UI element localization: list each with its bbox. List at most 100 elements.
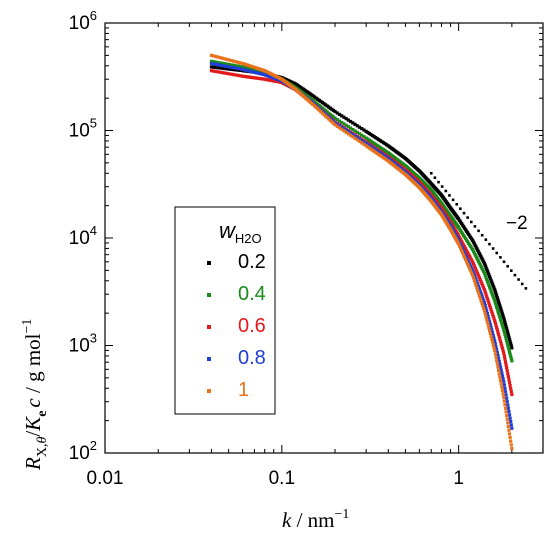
data-point [475, 247, 479, 251]
data-point [499, 382, 503, 386]
data-point [490, 312, 495, 316]
data-point [507, 378, 511, 382]
data-point [464, 253, 468, 257]
y-label-R: R [21, 457, 45, 471]
data-point [509, 344, 513, 348]
data-point [500, 388, 505, 393]
data-point [487, 301, 491, 305]
data-point [499, 319, 503, 324]
data-point [209, 59, 214, 63]
reference-dot [429, 171, 433, 175]
data-point [476, 272, 480, 276]
data-point [484, 265, 488, 269]
reference-dot [480, 233, 484, 237]
data-point [477, 294, 482, 298]
legend-entry: 0.6 [207, 315, 266, 337]
data-point [498, 317, 503, 322]
data-point [216, 66, 220, 70]
data-point [503, 406, 508, 410]
data-point [474, 245, 478, 249]
legend-entry: 0.2 [207, 251, 266, 273]
data-point [493, 348, 497, 353]
data-point [496, 298, 500, 302]
data-point [229, 58, 234, 63]
data-point [510, 346, 514, 350]
data-point [493, 290, 497, 294]
legend-label: 1 [238, 379, 249, 401]
data-point [476, 274, 481, 278]
data-point [485, 317, 489, 321]
data-point [212, 54, 216, 58]
reference-dot [469, 220, 473, 224]
data-point [506, 331, 510, 335]
legend-label: 0.8 [238, 347, 266, 369]
data-point [473, 253, 477, 257]
data-point [506, 343, 510, 347]
data-point [502, 395, 506, 399]
data-point [495, 305, 499, 309]
data-point [484, 306, 488, 310]
data-point [498, 339, 503, 344]
data-point [488, 274, 492, 279]
data-point [463, 255, 467, 259]
legend-label: 0.4 [238, 283, 266, 305]
data-point [509, 354, 513, 359]
data-point [496, 330, 500, 334]
data-point [474, 268, 478, 272]
reference-dot [506, 264, 509, 268]
data-point [214, 54, 218, 59]
data-point [510, 359, 514, 363]
data-point [503, 390, 508, 394]
data-point [480, 256, 484, 261]
data-point [490, 282, 495, 286]
data-point [505, 366, 509, 370]
data-point [457, 242, 461, 246]
legend-entry: 0.8 [207, 347, 266, 369]
reference-dot [510, 269, 513, 272]
data-point [227, 65, 231, 69]
data-point [509, 342, 513, 346]
reference-dot [513, 273, 517, 277]
data-point [466, 258, 470, 262]
data-point [500, 374, 505, 378]
x-tick-label: 1 [453, 468, 464, 489]
data-point [236, 60, 240, 64]
y-label-unit: / g mol [21, 333, 45, 398]
data-point [508, 435, 512, 440]
data-point [507, 428, 511, 432]
data-point [471, 262, 476, 266]
data-point [488, 303, 492, 307]
data-point [475, 256, 479, 260]
data-point [489, 308, 493, 312]
data-point [493, 299, 497, 303]
data-point [479, 255, 483, 259]
data-point [218, 56, 222, 60]
data-point [510, 446, 514, 451]
data-point [227, 58, 231, 62]
data-point [476, 259, 481, 264]
data-point [496, 309, 500, 313]
data-point [489, 278, 493, 282]
data-point [349, 126, 353, 130]
data-point [214, 69, 218, 74]
data-point [506, 424, 510, 429]
data-point [505, 417, 509, 421]
data-point [220, 56, 225, 60]
data-point [477, 287, 482, 291]
data-point [209, 61, 214, 66]
x-label-var: k [282, 508, 292, 532]
reference-dot [517, 278, 520, 281]
data-point [483, 273, 487, 277]
data-point [238, 74, 242, 78]
data-point [480, 282, 484, 286]
data-point [493, 319, 497, 323]
data-point [344, 130, 348, 134]
data-point [497, 372, 501, 376]
data-point [216, 60, 220, 65]
data-point [503, 322, 508, 327]
legend-marker [207, 357, 211, 361]
data-point [351, 132, 355, 137]
reference-dot [488, 242, 491, 246]
data-point [481, 258, 485, 262]
data-point [234, 60, 238, 64]
